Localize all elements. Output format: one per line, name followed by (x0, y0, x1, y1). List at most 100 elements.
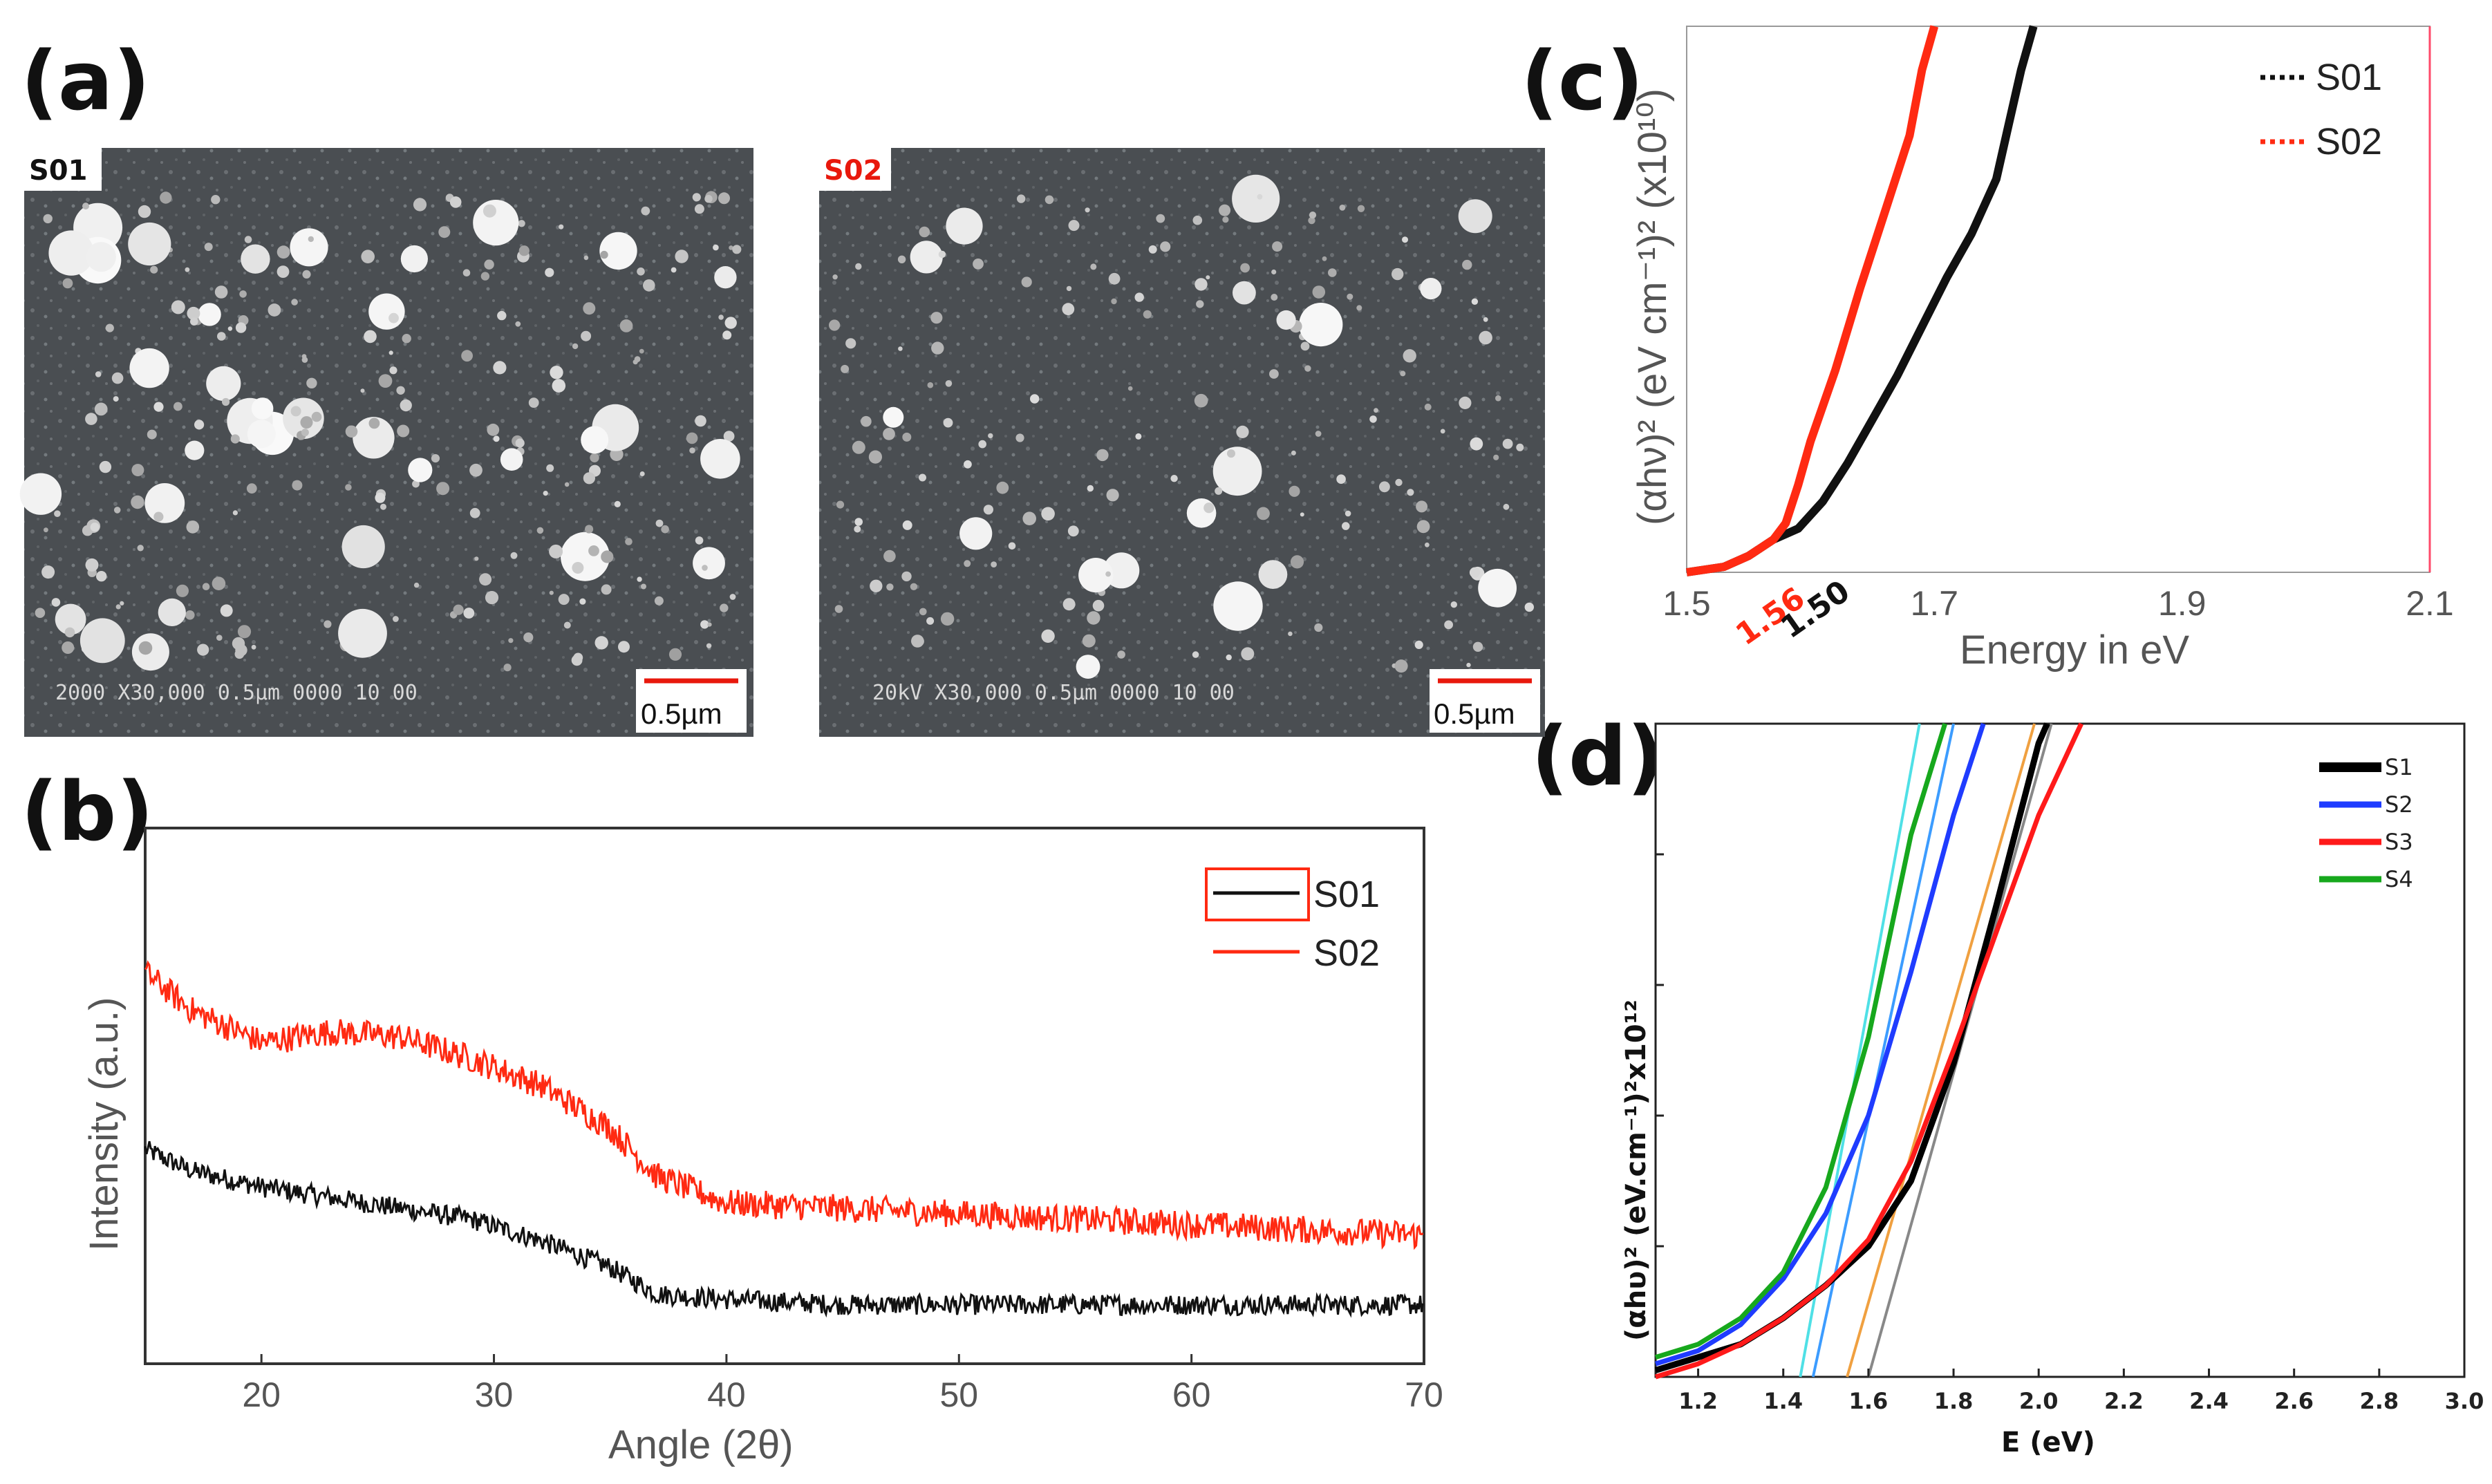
sem-image-s01: S01 2000 X30,000 0.5µm 0000 10 00 0.5µm (19, 148, 753, 737)
sem-particle (1450, 601, 1457, 608)
sem-tag-s02: S02 (824, 155, 882, 187)
sem-particle (1272, 241, 1283, 252)
sem-particle (702, 565, 708, 571)
sem-particle (1291, 450, 1296, 455)
sem-particle (706, 643, 712, 648)
sem-particle (487, 423, 500, 436)
sem-particle (1479, 330, 1492, 345)
sem-particle (724, 317, 737, 329)
sem-particle (643, 279, 655, 292)
sem-tag-s01: S01 (29, 155, 87, 187)
sem-particle (1459, 396, 1472, 410)
sem-particle (661, 525, 669, 534)
sem-particle (671, 267, 677, 273)
sem-particle (927, 382, 934, 388)
sem-particle (1336, 474, 1346, 484)
sem-particle (396, 386, 405, 395)
xtick-label-d: 2.2 (2104, 1388, 2144, 1414)
sem-particle (1078, 558, 1114, 593)
sem-particle (1466, 662, 1471, 668)
sem-particle (1420, 278, 1442, 300)
sem-particle (600, 250, 608, 259)
sem-particle (1309, 212, 1317, 219)
sem-particle (202, 583, 210, 590)
xtick-label-d: 1.6 (1849, 1388, 1889, 1414)
sem-particle (198, 303, 221, 326)
xtick-label-b: 60 (1172, 1375, 1211, 1414)
sem-particle (220, 604, 233, 617)
series-group-c (1686, 25, 2038, 576)
sem-particle (301, 429, 309, 437)
panel-label-a: (a) (21, 33, 151, 129)
sem-particle (1271, 294, 1278, 301)
sem-particle (360, 388, 365, 393)
sem-particle (1082, 634, 1096, 648)
sem-particle (959, 517, 993, 550)
sem-particle (845, 338, 856, 349)
sem-particle (588, 545, 599, 556)
sem-particle (1008, 542, 1016, 550)
sem-particle (90, 523, 100, 532)
sem-particle (1392, 267, 1404, 281)
xtick-label-b: 30 (475, 1375, 514, 1414)
sem-particle (129, 348, 169, 388)
sem-particle (268, 303, 281, 317)
sem-particle (345, 425, 358, 438)
sem-particle (723, 431, 735, 442)
sem-particle (306, 377, 317, 388)
sem-particle (461, 350, 473, 362)
sem-particle (902, 432, 912, 442)
sem-particles-s01 (19, 191, 742, 672)
sem-particle (559, 224, 564, 229)
sem-particle (655, 519, 664, 527)
sem-particle (137, 545, 144, 552)
xaxis-title-d: E (eV) (2001, 1427, 2095, 1458)
sem-particle (841, 364, 850, 373)
sem-particle (120, 601, 124, 606)
sem-particle (1096, 449, 1109, 462)
panel-label-c: (c) (1521, 33, 1644, 129)
sem-particle (528, 397, 539, 408)
sem-particle (300, 416, 313, 429)
sem-particle (1068, 220, 1080, 232)
sem-particle (1108, 272, 1121, 285)
sem-particle (700, 620, 709, 629)
sem-particle (222, 397, 230, 406)
sem-particle (870, 579, 883, 592)
sem-particle (1021, 276, 1032, 288)
legend-d: S1 S2 S3 S4 (2319, 754, 2413, 892)
scale-label-s01: 0.5µm (641, 697, 722, 730)
sem-particle (1483, 317, 1488, 322)
sem-particle (1414, 640, 1423, 650)
sem-particle (393, 616, 399, 622)
xtick-label-d: 2.4 (2189, 1388, 2229, 1414)
sem-particle (564, 482, 570, 487)
sem-particle (158, 598, 186, 627)
sem-particle (1067, 525, 1079, 537)
sem-particle (518, 220, 525, 227)
sem-particle (550, 366, 563, 379)
xtick-label-c: 2.1 (2406, 584, 2454, 623)
xtick-label-d: 3.0 (2445, 1388, 2484, 1414)
sem-particle (619, 319, 633, 332)
series-line-s4-d (1654, 722, 1948, 1360)
sem-particle (95, 371, 102, 377)
sem-particle (185, 440, 205, 460)
sem-particle (1395, 478, 1403, 487)
sem-particle (946, 207, 983, 245)
xtick-label-d: 2.8 (2359, 1388, 2399, 1414)
sem-particle (1425, 542, 1430, 547)
sem-particle (1469, 567, 1481, 578)
sem-particle (692, 193, 701, 202)
sem-particle (115, 604, 121, 610)
sem-particle (1111, 298, 1117, 305)
sem-particle (919, 473, 926, 482)
sem-particle (96, 571, 107, 582)
sem-particle (484, 259, 494, 270)
sem-particle (978, 440, 986, 449)
sem-particle (1206, 275, 1210, 280)
sem-info-s02: 20kV X30,000 0.5µm 0000 10 00 (872, 681, 1235, 705)
fit-line-1-d (1811, 723, 1956, 1378)
sem-particle (558, 594, 570, 605)
sem-particle (131, 464, 144, 477)
